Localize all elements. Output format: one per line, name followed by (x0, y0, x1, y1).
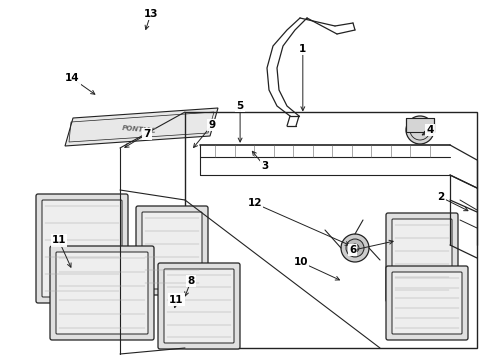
Text: 6: 6 (349, 245, 356, 255)
Circle shape (346, 239, 364, 257)
Circle shape (351, 244, 359, 252)
FancyBboxPatch shape (158, 263, 240, 349)
FancyBboxPatch shape (142, 212, 202, 289)
FancyBboxPatch shape (56, 252, 148, 334)
Bar (406, 118, 434, 132)
FancyBboxPatch shape (386, 213, 458, 302)
Text: 3: 3 (261, 161, 268, 171)
Text: 12: 12 (247, 198, 262, 208)
Text: 13: 13 (144, 9, 158, 19)
Polygon shape (65, 108, 218, 146)
Text: 8: 8 (188, 276, 195, 286)
FancyBboxPatch shape (50, 246, 154, 340)
FancyBboxPatch shape (392, 272, 462, 334)
Bar (185, 112, 477, 348)
FancyBboxPatch shape (136, 206, 208, 295)
Text: 1: 1 (299, 44, 306, 54)
Circle shape (341, 234, 369, 262)
Text: 4: 4 (426, 125, 434, 135)
Ellipse shape (406, 116, 434, 144)
FancyBboxPatch shape (164, 269, 234, 343)
Text: 9: 9 (208, 120, 215, 130)
Text: 2: 2 (438, 192, 444, 202)
Text: 10: 10 (294, 257, 308, 267)
Text: 11: 11 (51, 235, 66, 246)
FancyBboxPatch shape (392, 219, 452, 296)
Text: 11: 11 (169, 294, 184, 305)
Text: 14: 14 (65, 73, 80, 84)
Text: 7: 7 (143, 129, 151, 139)
Text: 5: 5 (237, 101, 244, 111)
Text: PONTIAC: PONTIAC (122, 126, 156, 135)
FancyBboxPatch shape (42, 200, 122, 297)
FancyBboxPatch shape (386, 266, 468, 340)
FancyBboxPatch shape (36, 194, 128, 303)
